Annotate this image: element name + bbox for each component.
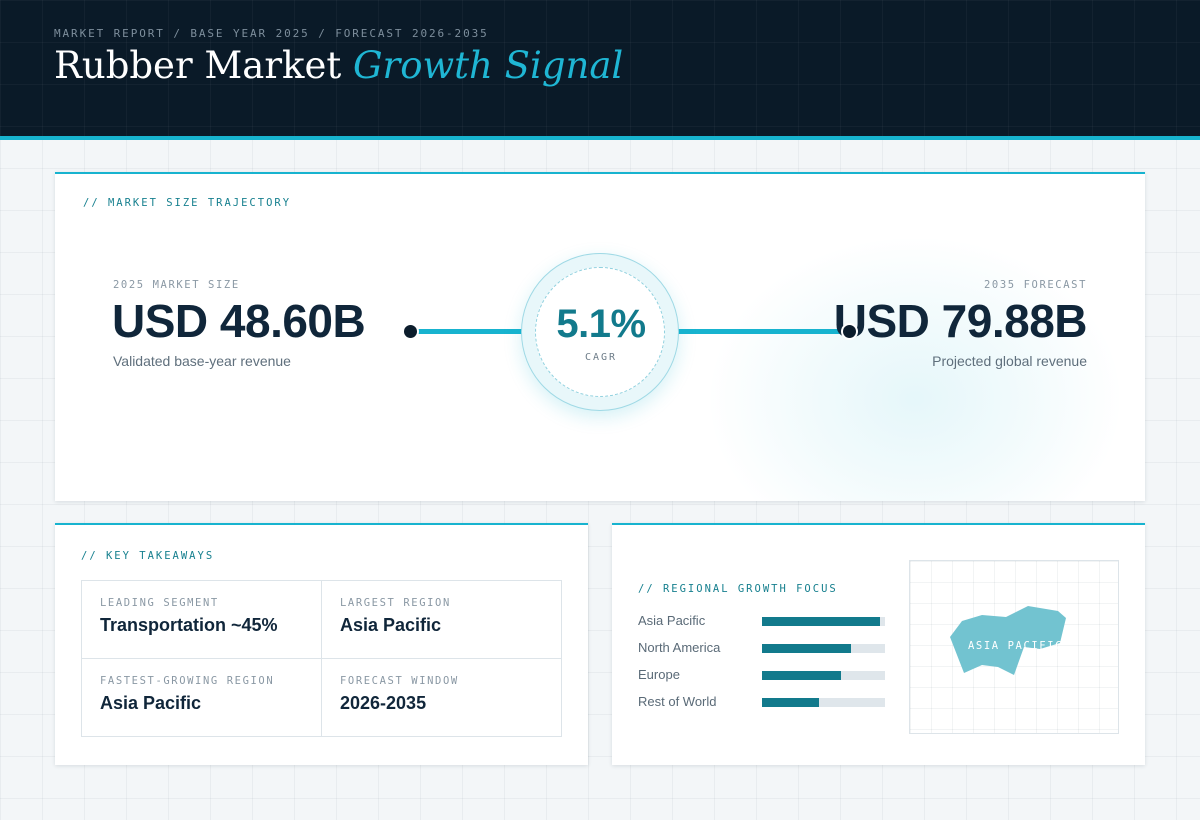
regional-section-label: // REGIONAL GROWTH FOCUS <box>638 583 838 595</box>
region-bar-row: North America <box>638 640 888 655</box>
region-bar-fill <box>762 671 841 680</box>
takeaways-grid: LEADING SEGMENT Transportation ~45% LARG… <box>81 580 562 737</box>
regional-growth-card: // REGIONAL GROWTH FOCUS Asia Pacific No… <box>612 523 1145 765</box>
start-stat-label: 2025 MARKET SIZE <box>113 279 240 291</box>
takeaway-fastest-growing-region: FASTEST-GROWING REGION Asia Pacific <box>82 658 322 736</box>
region-bar-track <box>762 617 885 626</box>
takeaway-largest-region: LARGEST REGION Asia Pacific <box>321 581 561 659</box>
takeaway-value: Asia Pacific <box>100 693 202 713</box>
region-bar-label: North America <box>638 640 721 655</box>
start-point-dot <box>402 323 419 340</box>
key-takeaways-card: // KEY TAKEAWAYS LEADING SEGMENT Transpo… <box>55 523 588 765</box>
takeaway-leading-segment: LEADING SEGMENT Transportation ~45% <box>82 581 322 659</box>
takeaway-value: Asia Pacific <box>340 615 442 635</box>
page-title: Rubber Market Growth Signal <box>54 44 623 87</box>
cagr-badge: 5.1% CAGR <box>521 253 679 411</box>
region-bar-row: Asia Pacific <box>638 613 888 628</box>
cagr-value: 5.1% <box>556 302 646 346</box>
region-bar-row: Europe <box>638 667 888 682</box>
end-stat-description: Projected global revenue <box>932 353 1087 369</box>
region-bar-label: Asia Pacific <box>638 613 706 628</box>
report-header: MARKET REPORT / BASE YEAR 2025 / FORECAS… <box>0 0 1200 140</box>
takeaways-section-label: // KEY TAKEAWAYS <box>81 550 215 562</box>
map-region-label: ASIA PACIFIC <box>968 640 1064 652</box>
takeaway-label: FASTEST-GROWING REGION <box>100 675 275 687</box>
region-map: ASIA PACIFIC <box>909 560 1119 734</box>
end-point-dot <box>841 323 858 340</box>
region-bar-track <box>762 698 885 707</box>
takeaway-value: 2026-2035 <box>340 693 427 713</box>
market-trajectory-card: // MARKET SIZE TRAJECTORY 2025 MARKET SI… <box>55 172 1145 501</box>
background-glow <box>705 234 1125 501</box>
region-bar-fill <box>762 698 819 707</box>
start-stat-description: Validated base-year revenue <box>113 353 291 369</box>
cagr-badge-inner: 5.1% CAGR <box>535 267 665 397</box>
title-accent: Growth Signal <box>352 44 624 87</box>
report-eyebrow: MARKET REPORT / BASE YEAR 2025 / FORECAS… <box>54 27 489 40</box>
asia-pacific-map-shape <box>950 606 1066 675</box>
takeaway-value: Transportation ~45% <box>100 615 278 635</box>
takeaway-forecast-window: FORECAST WINDOW 2026-2035 <box>321 658 561 736</box>
cagr-label: CAGR <box>584 352 618 363</box>
title-main: Rubber Market <box>54 44 353 87</box>
region-bar-track <box>762 644 885 653</box>
end-stat-label: 2035 FORECAST <box>984 279 1087 291</box>
end-stat-value: USD 79.88B <box>833 295 1088 347</box>
takeaway-label: LEADING SEGMENT <box>100 597 219 609</box>
region-bar-track <box>762 671 885 680</box>
region-bar-row: Rest of World <box>638 694 888 709</box>
takeaway-label: FORECAST WINDOW <box>340 675 459 687</box>
trajectory-section-label: // MARKET SIZE TRAJECTORY <box>83 197 292 209</box>
region-bar-fill <box>762 617 881 626</box>
takeaway-label: LARGEST REGION <box>340 597 451 609</box>
region-bar-label: Europe <box>638 667 680 682</box>
region-bar-fill <box>762 644 851 653</box>
start-stat-value: USD 48.60B <box>112 295 366 347</box>
region-bar-label: Rest of World <box>638 694 717 709</box>
